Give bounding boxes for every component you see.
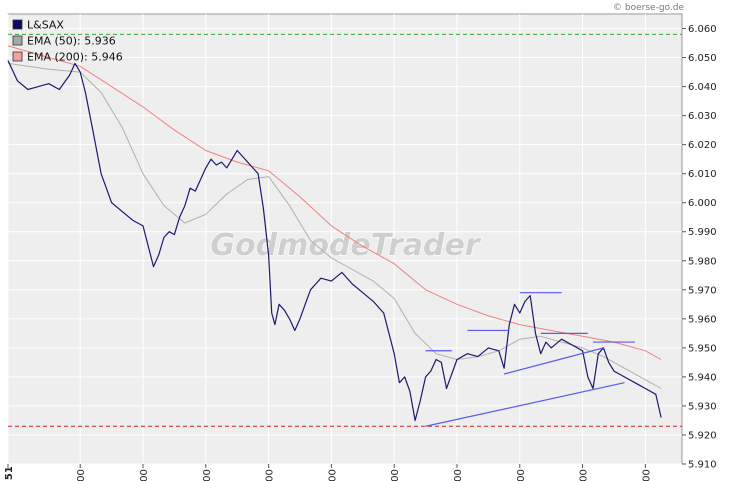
y-tick-label: 5.940	[688, 372, 717, 383]
y-tick-label: 6.040	[688, 82, 717, 93]
y-tick-label: 6.000	[688, 198, 717, 209]
x-tick-label: 13:00	[327, 469, 338, 481]
y-tick-label: 5.930	[688, 401, 717, 412]
series-line-l-sax	[7, 60, 662, 422]
legend-label: EMA (200): 5.946	[27, 51, 123, 64]
x-tick-label: 15:00	[453, 469, 464, 481]
y-tick-label: 5.960	[688, 314, 717, 325]
watermark: GodmodeTrader	[210, 228, 481, 263]
plot-background	[7, 13, 683, 465]
x-tick-label: 10:00	[139, 469, 150, 481]
x-tick-label: 14:00	[390, 469, 401, 481]
legend-swatch	[12, 51, 23, 62]
y-tick-label: 5.980	[688, 256, 717, 267]
x-axis-ticks: 07:51 09:00 10:00 11:00 12:00 13:00 14:00 15:00…	[4, 464, 652, 481]
x-tick-label: 18:00	[641, 469, 652, 481]
y-tick-label: 6.030	[688, 111, 717, 122]
y-tick-label: 5.920	[688, 430, 717, 441]
legend-swatch	[12, 19, 23, 30]
source-credit: © boerse-go.de	[613, 3, 684, 13]
y-tick-label: 5.910	[688, 460, 717, 471]
legend-swatch	[12, 35, 23, 46]
grid-lines	[7, 14, 682, 465]
y-tick-label: 5.990	[688, 227, 717, 238]
y-tick-label: 6.020	[688, 140, 717, 151]
trend-annotations	[425, 292, 635, 427]
trendline	[425, 382, 625, 427]
x-tick-label: 17:00	[579, 469, 590, 481]
x-tick-label: 12:00	[265, 469, 276, 481]
y-tick-label: 6.010	[688, 169, 717, 180]
x-tick-label: 11:00	[202, 469, 213, 481]
series-line-ema-50	[7, 62, 662, 389]
reference-lines	[8, 33, 682, 427]
y-tick-label: 6.050	[688, 53, 717, 64]
x-tick-label: 16:00	[516, 469, 527, 481]
legend: L&SAX EMA (50): 5.936 EMA (200): 5.946	[12, 19, 123, 64]
legend-label: EMA (50): 5.936	[27, 35, 116, 48]
legend-label: L&SAX	[27, 19, 64, 32]
trendline	[503, 347, 604, 375]
y-tick-label: 6.060	[688, 24, 717, 35]
y-axis-ticks: 5.910 5.920 5.930 5.940 5.950 5.960 5.970 5.980…	[682, 24, 717, 471]
x-tick-label: 09:00	[76, 469, 87, 481]
y-tick-label: 5.950	[688, 343, 717, 354]
x-tick-label: 07:51	[4, 466, 15, 481]
y-tick-label: 5.970	[688, 285, 717, 296]
